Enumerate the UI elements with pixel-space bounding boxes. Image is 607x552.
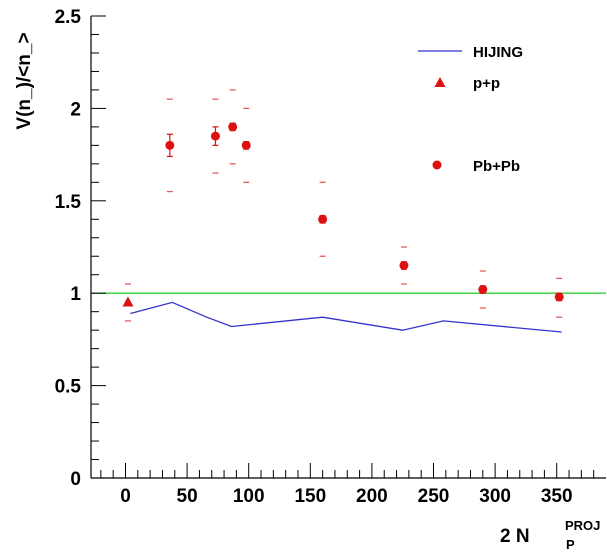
y-tick-label: 0 (70, 469, 81, 490)
pp-triangle-marker (122, 296, 134, 307)
x-tick-label: 100 (233, 486, 265, 507)
y-tick-label: 1.5 (55, 192, 82, 213)
y-tick-label: 0.5 (55, 377, 82, 398)
pbpb-circle-marker (228, 122, 238, 132)
x-tick-label: 250 (418, 486, 450, 507)
x-axis-title-superscript: PROJ (565, 518, 600, 533)
legend-pbpb-swatch (432, 160, 442, 170)
axis-titles: V(n_)/<n_> 2 N P PROJ (14, 32, 600, 552)
x-tick-label: 200 (356, 486, 388, 507)
x-tick-label: 150 (294, 486, 326, 507)
y-tick-label: 2 (70, 99, 81, 120)
x-axis-title-subscript: P (566, 537, 575, 552)
legend-pp-label: p+p (473, 75, 500, 92)
pbpb-circle-marker (165, 140, 175, 150)
x-axis-title: 2 N P PROJ (500, 518, 600, 552)
legend-pp-swatch (434, 77, 446, 87)
marker-layer (122, 122, 564, 307)
pbpb-circle-marker (241, 140, 251, 150)
hijing-line-layer (130, 301, 562, 333)
y-tick-label: 1 (70, 284, 81, 305)
x-tick-label: 300 (479, 486, 511, 507)
legend-hijing-label: HIJING (473, 44, 523, 61)
hijing-line (130, 301, 562, 333)
error-bar-layer (124, 89, 563, 322)
pbpb-circle-marker (554, 292, 564, 302)
y-axis-title: V(n_)/<n_> (14, 32, 35, 129)
pbpb-circle-marker (318, 214, 328, 224)
legend-pbpb-label: Pb+Pb (473, 158, 520, 175)
legend: HIJING p+p Pb+Pb (418, 44, 523, 175)
x-tick-label: 0 (120, 486, 131, 507)
x-axis-title-main: 2 N (500, 526, 530, 547)
x-tick-label: 350 (541, 486, 573, 507)
pbpb-circle-marker (478, 285, 488, 295)
plot-frame-layer (90, 16, 606, 479)
pbpb-circle-marker (399, 260, 409, 270)
tick-layer: 0 0.5 1 1.5 2 2.5 0 50 100 150 200 250 300 350 (55, 7, 595, 507)
pbpb-circle-marker (210, 131, 220, 141)
y-tick-label: 2.5 (55, 7, 82, 28)
x-tick-label: 50 (177, 486, 198, 507)
